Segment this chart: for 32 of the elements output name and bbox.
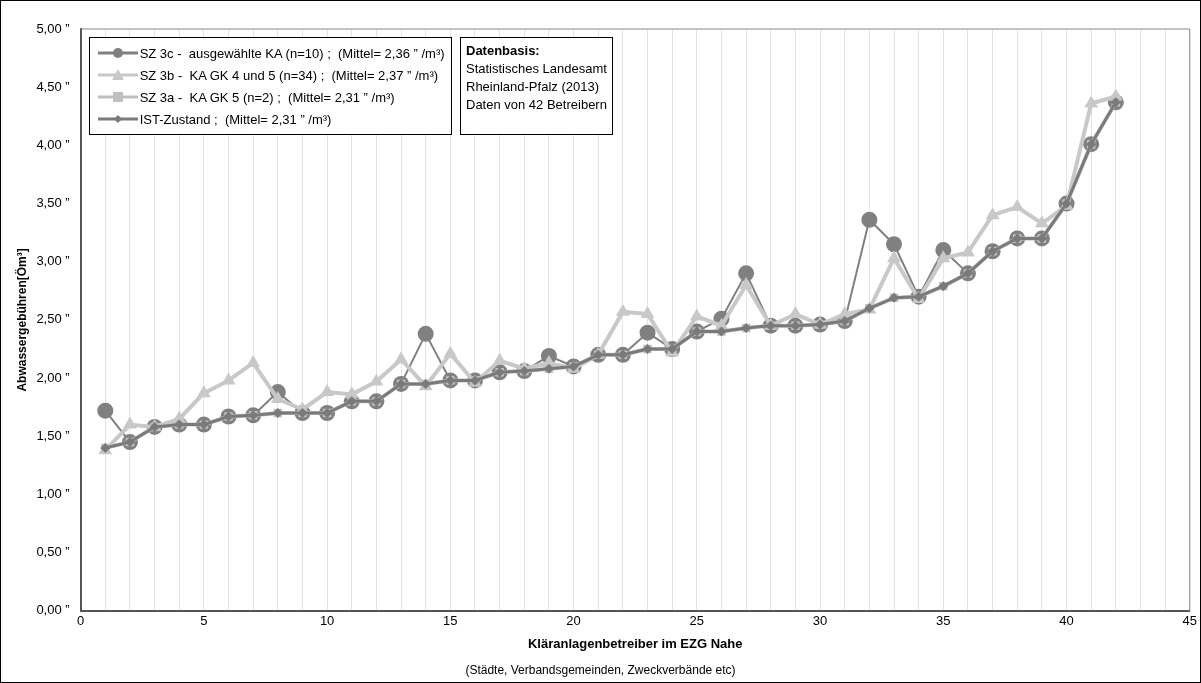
annotation: Statistisches Landesamt: [466, 60, 607, 78]
x-tick-label: 0: [77, 613, 85, 629]
x-tick-label: 10: [319, 613, 335, 629]
x-tick-label: 45: [1182, 613, 1197, 629]
x-tick-label: 25: [689, 613, 705, 629]
x-tick-label: 5: [200, 613, 208, 629]
legend-label: IST-Zustand ; (Mittel= 2,31 ” /m³): [139, 111, 332, 127]
y-tick-label: 1,50 ”: [36, 427, 70, 443]
annotation: Datenbasis:: [466, 42, 541, 60]
x-tick-label: 35: [936, 613, 951, 629]
y-tick-label: 0,00 ”: [36, 602, 70, 618]
x-axis-title: Kläranlagenbetreiber im EZG Nahe: [527, 635, 743, 651]
y-axis-title: Abwassergebühren[Öm³]: [13, 248, 29, 392]
annotation: Rheinland-Pfalz (2013): [466, 78, 600, 96]
y-tick-label: 3,00 ”: [36, 253, 70, 269]
legend-label: SZ 3b - KA GK 4 und 5 (n=34) ; (Mittel= 2,37 ” /m³): [139, 67, 439, 83]
y-tick-label: 0,50 ”: [36, 544, 70, 560]
legend-label: SZ 3a - KA GK 5 (n=2) ; (Mittel= 2,31 ” /m³): [139, 89, 395, 105]
y-tick-label: 1,00 ”: [36, 486, 70, 502]
y-tick-label: 4,00 ”: [36, 136, 70, 152]
x-tick-label: 20: [566, 613, 581, 629]
y-tick-label: 4,50 ”: [36, 78, 70, 94]
y-tick-label: 5,00 ”: [36, 20, 70, 36]
y-tick-label: 2,50 ”: [36, 311, 70, 327]
y-tick-label: 2,00 ”: [36, 369, 70, 385]
x-tick-label: 30: [812, 613, 828, 629]
x-tick-label: 40: [1059, 613, 1074, 629]
x-tick-label: 15: [443, 613, 458, 629]
text: (Städte, Verbandsgemeinden, Zweckverbände etc): [464, 663, 737, 677]
legend-label: SZ 3c - ausgewählte KA (n=10) ; (Mittel= 2,36 ” /m³): [139, 45, 445, 61]
y-tick-label: 3,50 ”: [36, 195, 70, 211]
annotation: Daten von 42 Betreibern: [466, 96, 607, 114]
